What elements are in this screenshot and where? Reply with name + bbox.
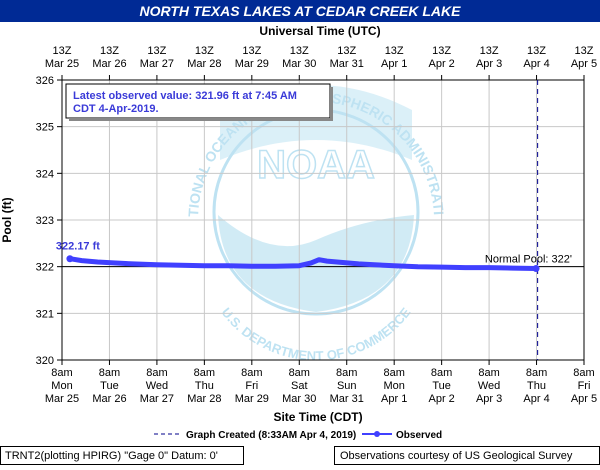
bottom-tick-date: Mar 31 [330, 393, 364, 405]
top-tick-hour: 13Z [242, 45, 261, 57]
bottom-tick-date: Mar 25 [45, 393, 79, 405]
first-point-marker [66, 255, 74, 263]
top-tick-date: Apr 2 [428, 58, 454, 70]
top-tick-hour: 13Z [527, 45, 546, 57]
y-axis-label: Pool (ft) [0, 197, 14, 242]
top-tick-hour: 13Z [290, 45, 309, 57]
top-tick-date: Apr 3 [476, 58, 502, 70]
bottom-tick-date: Mar 27 [140, 393, 174, 405]
bottom-tick-day: Sun [337, 380, 357, 392]
bottom-tick-day: Fri [245, 380, 258, 392]
start-value-label: 322.17 ft [56, 241, 100, 253]
bottom-tick-date: Apr 1 [381, 393, 407, 405]
legend: Graph Created (8:33AM Apr 4, 2019) Obser… [154, 430, 442, 441]
bottom-tick-date: Apr 3 [476, 393, 502, 405]
top-tick-date: Mar 29 [235, 58, 269, 70]
bottom-tick-date: Apr 5 [571, 393, 597, 405]
bottom-tick-day: Fri [578, 380, 591, 392]
top-tick-hour: 13Z [575, 45, 594, 57]
footer-left-text: TRNT2(plotting HPIRG) "Gage 0" Datum: 0' [5, 450, 218, 462]
bottom-tick-time: 8am [241, 367, 262, 379]
top-tick-date: Mar 25 [45, 58, 79, 70]
bottom-tick-day: Sat [291, 380, 308, 392]
x-axis-label: Site Time (CDT) [273, 410, 362, 424]
top-tick-hour: 13Z [195, 45, 214, 57]
top-tick-date: Apr 1 [381, 58, 407, 70]
y-axis-ticks: 320 321 322 323 324 325 326 [36, 75, 62, 367]
bottom-tick-day: Thu [195, 380, 214, 392]
bottom-tick-day: Thu [527, 380, 546, 392]
bottom-tick-time: 8am [573, 367, 594, 379]
footer-right-text: Observations courtesy of US Geological S… [340, 450, 573, 462]
bottom-tick-date: Mar 29 [235, 393, 269, 405]
bottom-tick-time: 8am [478, 367, 499, 379]
top-tick-hour: 13Z [100, 45, 119, 57]
legend-created-label: Graph Created (8:33AM Apr 4, 2019) [186, 430, 356, 441]
top-tick-date: Mar 30 [282, 58, 316, 70]
last-point-marker [532, 265, 540, 273]
latest-value-line1: Latest observed value: 321.96 ft at 7:45… [73, 90, 297, 102]
y-tick-label: 322 [36, 262, 54, 274]
bottom-tick-day: Tue [100, 380, 119, 392]
latest-value-box: Latest observed value: 321.96 ft at 7:45… [65, 83, 333, 121]
top-tick-date: Apr 5 [571, 58, 597, 70]
title-bar [0, 0, 600, 22]
bottom-tick-day: Mon [383, 380, 404, 392]
bottom-tick-time: 8am [383, 367, 404, 379]
bottom-tick-day: Mon [51, 380, 72, 392]
top-tick-hour: 13Z [432, 45, 451, 57]
bottom-tick-date: Apr 4 [523, 393, 549, 405]
top-tick-date: Mar 27 [140, 58, 174, 70]
top-tick-hour: 13Z [385, 45, 404, 57]
y-tick-label: 321 [36, 308, 54, 320]
y-tick-label: 320 [36, 355, 54, 367]
top-tick-hour: 13Z [53, 45, 72, 57]
observed-series-line [67, 256, 539, 271]
bottom-tick-time: 8am [146, 367, 167, 379]
bottom-tick-date: Mar 26 [92, 393, 126, 405]
bottom-tick-date: Mar 28 [187, 393, 221, 405]
bottom-tick-date: Mar 30 [282, 393, 316, 405]
bottom-tick-time: 8am [526, 367, 547, 379]
bottom-tick-day: Tue [432, 380, 451, 392]
legend-observed-label: Observed [396, 430, 442, 441]
bottom-tick-time: 8am [194, 367, 215, 379]
bottom-tick-day: Wed [146, 380, 168, 392]
plot-frame [61, 79, 585, 361]
bottom-tick-time: 8am [99, 367, 120, 379]
normal-pool-label: Normal Pool: 322' [485, 254, 572, 266]
bottom-tick-time: 8am [431, 367, 452, 379]
top-tick-hour: 13Z [147, 45, 166, 57]
bottom-tick-time: 8am [289, 367, 310, 379]
top-tick-date: Mar 28 [187, 58, 221, 70]
bottom-tick-date: Apr 2 [428, 393, 454, 405]
y-tick-label: 325 [36, 122, 54, 134]
bottom-tick-day: Wed [478, 380, 500, 392]
top-tick-hour: 13Z [337, 45, 356, 57]
chart-title: NORTH TEXAS LAKES AT CEDAR CREEK LAKE [140, 3, 462, 19]
bottom-tick-time: 8am [336, 367, 357, 379]
y-tick-label: 324 [36, 168, 54, 180]
y-tick-label: 323 [36, 215, 54, 227]
latest-value-line2: CDT 4-Apr-2019. [73, 103, 159, 115]
noaa-logo-text: NOAA [257, 143, 375, 187]
top-tick-date: Apr 4 [523, 58, 549, 70]
legend-observed-marker [374, 431, 380, 437]
bottom-tick-time: 8am [51, 367, 72, 379]
top-tick-hour: 13Z [480, 45, 499, 57]
top-axis-label: Universal Time (UTC) [259, 24, 380, 38]
top-tick-date: Mar 26 [92, 58, 126, 70]
top-tick-date: Mar 31 [330, 58, 364, 70]
y-tick-label: 326 [36, 75, 54, 87]
